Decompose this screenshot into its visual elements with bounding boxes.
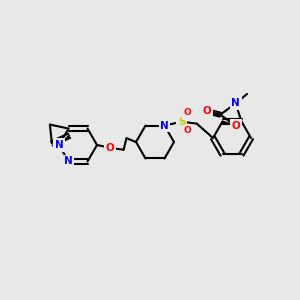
Text: O: O bbox=[203, 106, 212, 116]
Text: N: N bbox=[64, 157, 73, 166]
Text: N: N bbox=[231, 98, 240, 109]
Text: O: O bbox=[231, 121, 240, 131]
Text: O: O bbox=[184, 126, 191, 135]
Text: N: N bbox=[160, 121, 169, 130]
Text: O: O bbox=[106, 143, 115, 153]
Text: S: S bbox=[178, 117, 185, 127]
Text: N: N bbox=[55, 140, 63, 150]
Text: O: O bbox=[184, 108, 191, 117]
